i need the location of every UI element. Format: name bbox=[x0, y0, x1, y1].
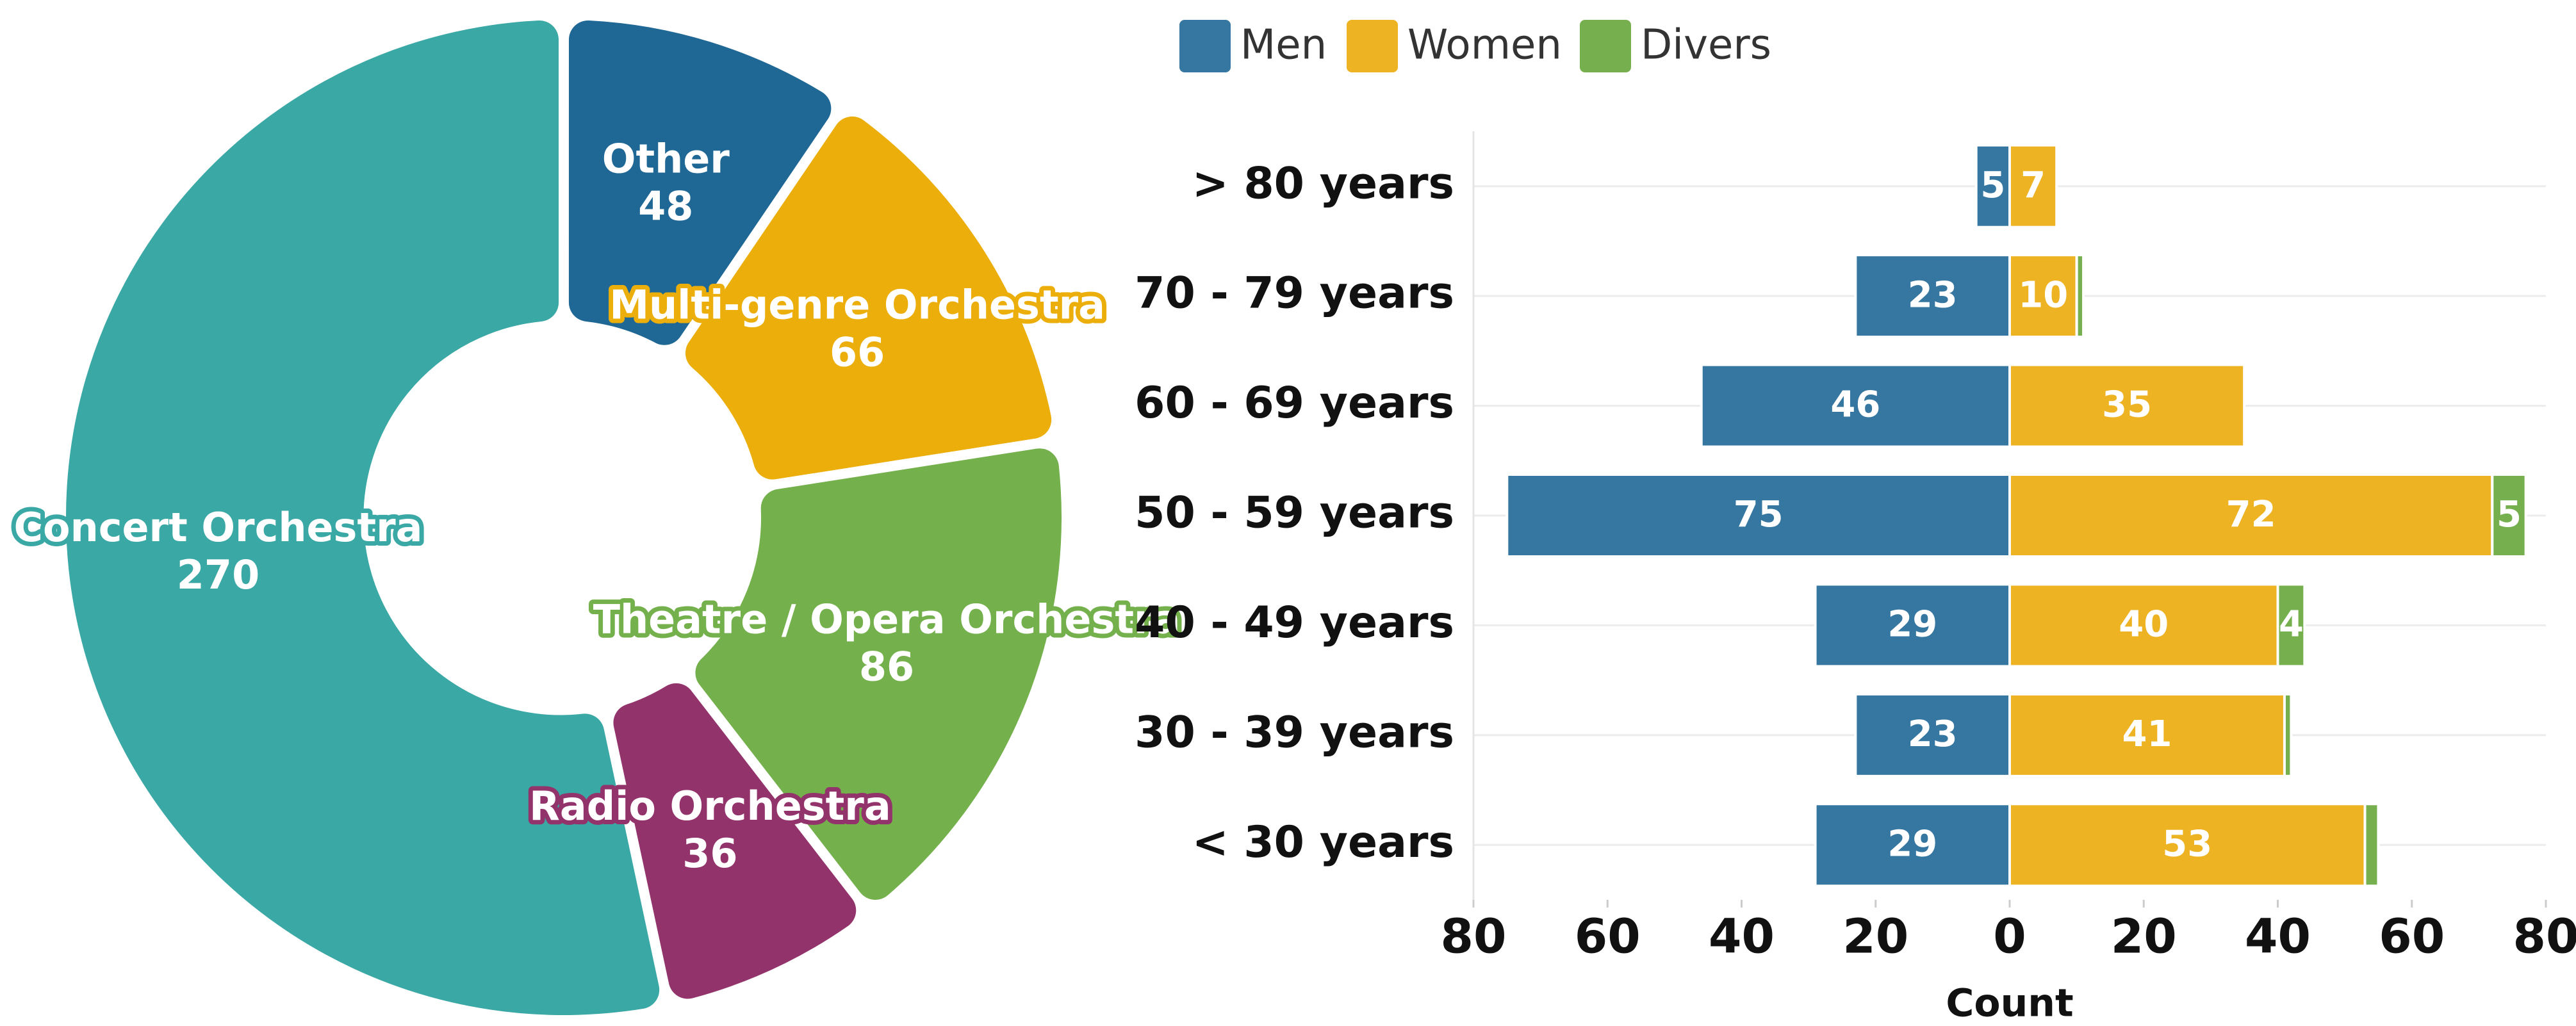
bar-label: 29 bbox=[1887, 823, 1937, 865]
bar-segment bbox=[1974, 143, 2011, 229]
donut-segment bbox=[568, 20, 832, 345]
donut-segment bbox=[613, 683, 857, 999]
bar-segment bbox=[2363, 802, 2380, 888]
bar-segment bbox=[2008, 802, 2367, 888]
y-tick-label: 60 - 69 years bbox=[1135, 378, 1454, 428]
bar-segment bbox=[2276, 583, 2306, 668]
bar-chart: 80 60 40 20 0 20 40 60 80 Count > 80 years 70 - 79 … bbox=[1135, 20, 2576, 1026]
bar-segment bbox=[2008, 143, 2058, 229]
y-tick-label: < 30 years bbox=[1192, 817, 1454, 868]
x-tick-label: 20 bbox=[1842, 909, 1908, 965]
bar-label: 4 bbox=[2279, 604, 2304, 646]
bar-segment bbox=[2008, 254, 2078, 339]
x-tick-label: 20 bbox=[2111, 909, 2177, 965]
segment-value: 270 bbox=[177, 551, 259, 598]
bar-label: 23 bbox=[1908, 713, 1958, 755]
segment-value: 66 bbox=[830, 329, 885, 376]
donut-segment bbox=[685, 116, 1052, 480]
x-tick-label: 0 bbox=[1993, 909, 2026, 965]
legend-label: Men bbox=[1240, 22, 1327, 69]
bar-label: 40 bbox=[2119, 604, 2169, 646]
bar-label: 41 bbox=[2122, 713, 2172, 755]
bar-label: 46 bbox=[1830, 384, 1880, 426]
bar-segment bbox=[2283, 692, 2293, 778]
bar-segment bbox=[2008, 473, 2494, 558]
segment-value: 36 bbox=[682, 830, 737, 877]
legend-swatch bbox=[1580, 20, 1631, 72]
bar-label: 7 bbox=[2021, 165, 2046, 206]
bar-segment bbox=[1854, 692, 2012, 778]
segment-label: Multi-genre Orchestra bbox=[609, 282, 1105, 329]
y-tick-label: 50 - 59 years bbox=[1135, 488, 1454, 539]
legend-swatch bbox=[1179, 20, 1231, 72]
x-tick-label: 80 bbox=[1441, 909, 1507, 965]
bar-segment bbox=[2008, 363, 2246, 448]
x-tick-label: 40 bbox=[1709, 909, 1775, 965]
bar-label: 75 bbox=[1734, 494, 1784, 535]
segment-value: 48 bbox=[638, 183, 693, 230]
bar-label: 29 bbox=[1887, 604, 1937, 646]
x-tick-label: 60 bbox=[2379, 909, 2445, 965]
bar-segment bbox=[2075, 254, 2085, 339]
bar-label: 10 bbox=[2018, 274, 2068, 316]
segment-label: Radio Orchestra bbox=[529, 783, 891, 829]
legend-label: Divers bbox=[1641, 22, 1771, 69]
y-tick-label: > 80 years bbox=[1192, 158, 1454, 209]
x-tick-label: 40 bbox=[2245, 909, 2311, 965]
bar-label: 53 bbox=[2162, 823, 2212, 865]
bar-label: 5 bbox=[2497, 494, 2522, 535]
segment-label: Concert Orchestra bbox=[14, 504, 423, 551]
y-tick-label: 70 - 79 years bbox=[1135, 268, 1454, 319]
bar-segment bbox=[2008, 583, 2279, 668]
x-axis-title: Count bbox=[1946, 981, 2073, 1026]
donut-segment bbox=[695, 448, 1062, 900]
x-tick-label: 80 bbox=[2513, 909, 2576, 965]
bar-label: 72 bbox=[2226, 494, 2276, 535]
donut-segment bbox=[65, 20, 660, 1015]
legend-label: Women bbox=[1407, 22, 1562, 69]
bar-label: 23 bbox=[1908, 274, 1958, 316]
segment-label: Other bbox=[602, 136, 730, 183]
segment-value: 86 bbox=[859, 644, 914, 690]
bar-label: 5 bbox=[1980, 165, 2005, 206]
y-tick-label: 30 - 39 years bbox=[1135, 707, 1454, 758]
x-tick-label: 60 bbox=[1575, 909, 1641, 965]
legend-swatch bbox=[1347, 20, 1398, 72]
y-tick-label: 40 - 49 years bbox=[1135, 598, 1454, 648]
bar-label: 35 bbox=[2102, 384, 2152, 426]
segment-label: Theatre / Opera Orchestra bbox=[593, 596, 1181, 643]
bar-segment bbox=[1505, 473, 2011, 558]
bar-segment bbox=[2491, 473, 2527, 558]
